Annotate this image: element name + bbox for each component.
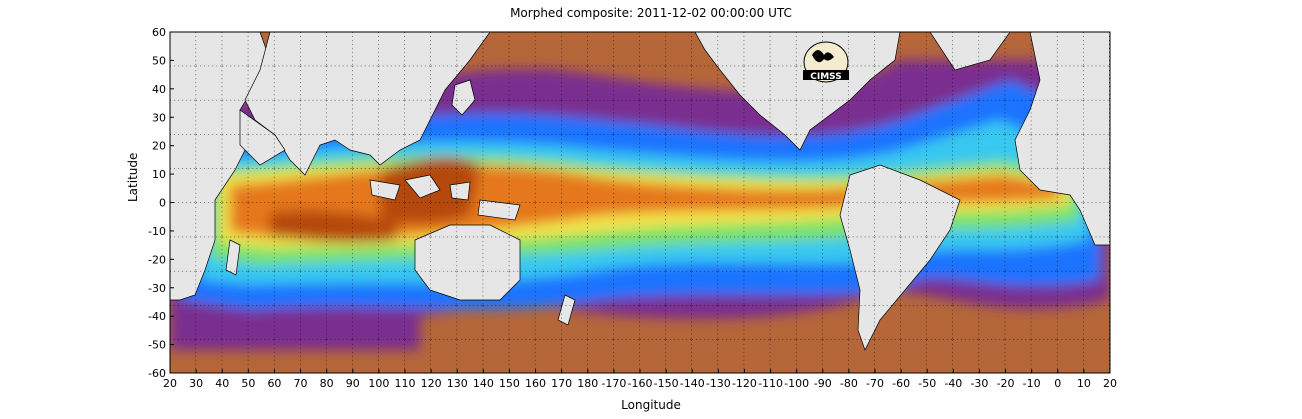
x-tick-label: -130 — [706, 377, 731, 390]
water-vapor-field: CIMSS — [170, 32, 1110, 373]
x-tick-label: 10 — [1077, 377, 1091, 390]
cimss-logo-text: CIMSS — [810, 72, 841, 82]
y-tick-label: 60 — [152, 26, 166, 39]
x-tick-label: -140 — [680, 377, 705, 390]
y-axis-label: Latitude — [126, 152, 140, 202]
x-axis-ticks: 20 30 40 50 60 70 80 90 100 110 120 130 140 150 160 170… — [163, 369, 1117, 390]
x-tick-label: 20 — [1103, 377, 1117, 390]
map-title: Morphed composite: 2011-12-02 00:00:00 U… — [510, 6, 792, 20]
x-tick-label: 130 — [447, 377, 468, 390]
x-tick-label: -150 — [654, 377, 679, 390]
x-tick-label: 90 — [346, 377, 360, 390]
y-tick-label: 10 — [152, 168, 166, 181]
x-tick-label: 20 — [163, 377, 177, 390]
x-tick-label: 160 — [525, 377, 546, 390]
x-tick-label: 150 — [499, 377, 520, 390]
x-tick-label: 70 — [294, 377, 308, 390]
x-tick-label: -160 — [628, 377, 653, 390]
x-tick-label: -100 — [784, 377, 809, 390]
x-tick-label: -80 — [840, 377, 858, 390]
x-tick-label: -60 — [892, 377, 910, 390]
x-axis-label: Longitude — [621, 398, 681, 412]
x-tick-label: 0 — [1054, 377, 1061, 390]
y-tick-label: -50 — [148, 339, 166, 352]
x-tick-label: 50 — [241, 377, 255, 390]
y-tick-label: -60 — [148, 367, 166, 380]
x-tick-label: 170 — [551, 377, 572, 390]
x-tick-label: 30 — [189, 377, 203, 390]
y-tick-label: -30 — [148, 282, 166, 295]
x-tick-label: -20 — [997, 377, 1015, 390]
y-axis-ticks: 60 50 40 30 20 10 0 -10 -20 -30 -40 -50 -60 — [148, 26, 174, 380]
y-tick-label: -10 — [148, 225, 166, 238]
x-tick-label: 180 — [577, 377, 598, 390]
y-tick-label: -40 — [148, 310, 166, 323]
y-tick-label: 50 — [152, 54, 166, 67]
y-tick-label: 40 — [152, 83, 166, 96]
y-tick-label: 0 — [159, 197, 166, 210]
x-tick-label: -170 — [601, 377, 626, 390]
x-tick-label: 120 — [421, 377, 442, 390]
y-tick-label: 30 — [152, 111, 166, 124]
x-tick-label: -40 — [944, 377, 962, 390]
x-tick-label: -30 — [970, 377, 988, 390]
x-tick-label: 100 — [368, 377, 389, 390]
x-tick-label: 140 — [473, 377, 494, 390]
y-tick-label: 20 — [152, 140, 166, 153]
x-tick-label: -50 — [918, 377, 936, 390]
x-tick-label: -120 — [732, 377, 757, 390]
x-tick-label: -70 — [866, 377, 884, 390]
x-tick-label: 110 — [395, 377, 416, 390]
x-tick-label: -110 — [758, 377, 783, 390]
x-tick-label: 60 — [267, 377, 281, 390]
x-tick-label: 40 — [215, 377, 229, 390]
x-tick-label: -10 — [1023, 377, 1041, 390]
cimss-logo: CIMSS — [803, 41, 849, 83]
y-tick-label: -20 — [148, 253, 166, 266]
x-tick-label: 80 — [320, 377, 334, 390]
x-tick-label: -90 — [814, 377, 832, 390]
